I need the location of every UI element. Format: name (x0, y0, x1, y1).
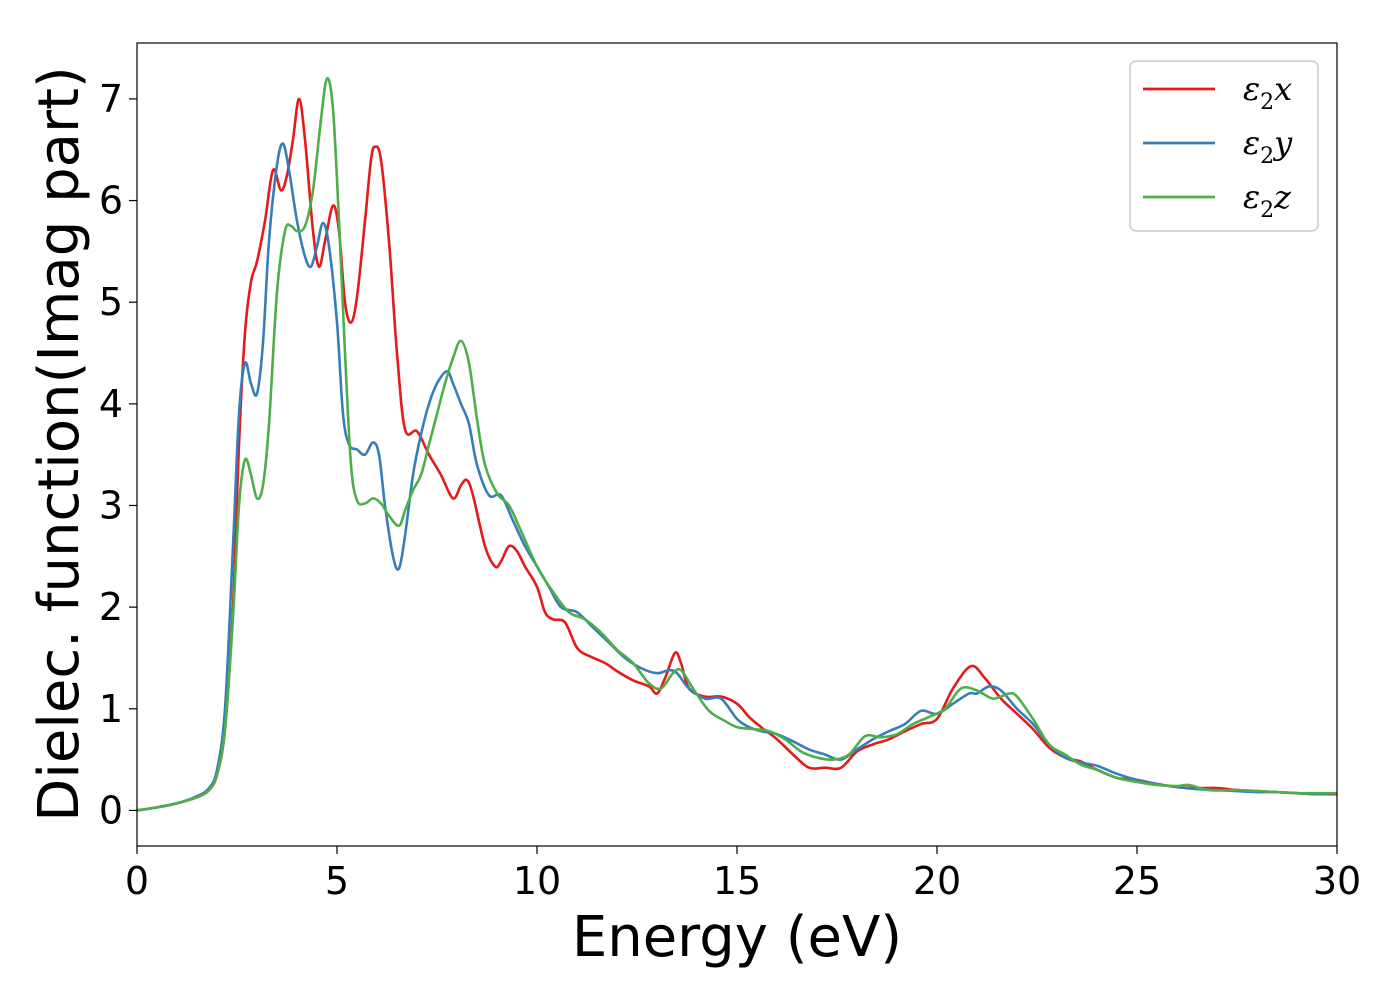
x-tick-label: 25 (1113, 859, 1161, 903)
series-layer (136, 77, 1338, 812)
y-axis-ticks: 0 1 2 3 4 5 6 7 (99, 77, 137, 832)
y-tick-label: 2 (99, 585, 123, 629)
legend-entry-y: ε2y (1143, 124, 1293, 169)
legend-label: ε2z (1243, 178, 1292, 223)
x-axis-title: Energy (eV) (572, 905, 902, 970)
y-tick-label: 1 (99, 687, 123, 731)
legend-box (1129, 60, 1319, 232)
legend-label: ε2y (1243, 124, 1293, 169)
series-line-y (136, 142, 1338, 812)
y-tick-label: 3 (99, 483, 123, 527)
legend-label: ε2x (1243, 70, 1292, 115)
legend-entry-z: ε2z (1143, 178, 1292, 223)
y-tick-label: 0 (99, 788, 123, 832)
x-tick-label: 20 (913, 859, 961, 903)
legend-entry-x: ε2x (1143, 70, 1292, 115)
y-tick-label: 4 (99, 382, 123, 426)
y-axis-title: Dielec. function(Imag part) (27, 66, 92, 822)
x-tick-label: 5 (325, 859, 349, 903)
x-tick-label: 15 (713, 859, 761, 903)
legend-entries: ε2x ε2y ε2z (1143, 70, 1293, 223)
y-tick-label: 7 (99, 77, 123, 121)
x-tick-label: 30 (1313, 859, 1361, 903)
x-axis-ticks: 0 5 10 15 20 25 30 (125, 846, 1361, 903)
legend: ε2x ε2y ε2z (1129, 60, 1319, 232)
series-line-x (136, 97, 1338, 812)
y-tick-label: 5 (99, 280, 123, 324)
x-tick-label: 10 (513, 859, 561, 903)
x-tick-label: 0 (125, 859, 149, 903)
y-tick-label: 6 (99, 179, 123, 223)
series-line-z (136, 77, 1338, 812)
